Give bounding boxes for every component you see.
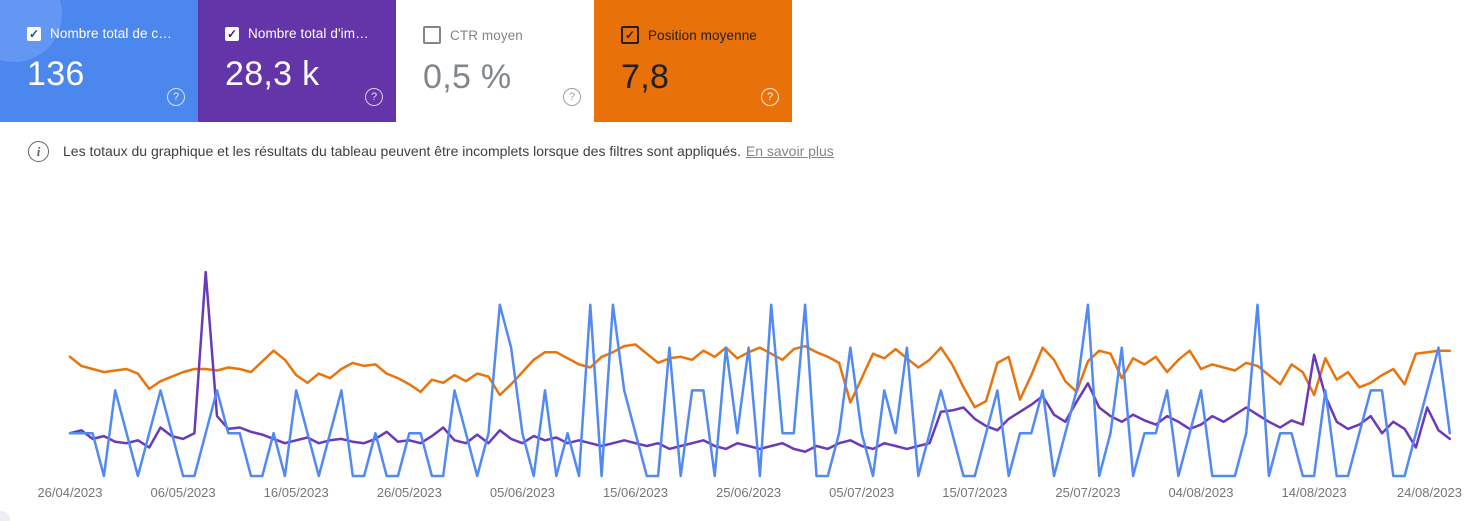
series-line-impressions: [68, 270, 1452, 453]
help-icon[interactable]: ?: [761, 88, 779, 106]
x-axis-label: 05/07/2023: [829, 485, 894, 500]
x-axis-label: 16/05/2023: [264, 485, 329, 500]
position-card-value: 7,8: [621, 58, 670, 96]
x-axis-label: 06/05/2023: [151, 485, 216, 500]
x-axis-label: 15/06/2023: [603, 485, 668, 500]
metric-cards: ✓ Nombre total de c… 136 ? ✓ Nombre tota…: [0, 0, 792, 122]
info-icon: i: [28, 141, 49, 162]
clicks-card-label: Nombre total de c…: [50, 26, 172, 41]
x-axis-label: 25/06/2023: [716, 485, 781, 500]
help-icon[interactable]: ?: [563, 88, 581, 106]
position-card-label: Position moyenne: [648, 27, 757, 43]
card-average-position[interactable]: ✓ Position moyenne 7,8 ?: [594, 0, 792, 122]
position-checkbox[interactable]: ✓: [621, 26, 639, 44]
impressions-checkbox[interactable]: ✓: [225, 26, 239, 41]
x-axis-label: 26/04/2023: [37, 485, 102, 500]
help-icon[interactable]: ?: [167, 88, 185, 106]
card-total-clicks[interactable]: ✓ Nombre total de c… 136 ?: [0, 0, 198, 122]
learn-more-link[interactable]: En savoir plus: [745, 142, 834, 159]
series-line-position: [68, 343, 1452, 409]
x-axis-label: 05/06/2023: [490, 485, 555, 500]
help-icon[interactable]: ?: [365, 88, 383, 106]
performance-chart[interactable]: 26/04/2023 06/05/2023 16/05/2023 26/05/2023…: [0, 250, 1467, 521]
ctr-card-label: CTR moyen: [450, 27, 523, 43]
x-axis-label: 04/08/2023: [1168, 485, 1233, 500]
series-line-clicks: [68, 303, 1452, 478]
info-banner-text: Les totaux du graphique et les résultats…: [63, 142, 741, 159]
x-axis-label: 14/08/2023: [1282, 485, 1347, 500]
x-axis-label: 26/05/2023: [377, 485, 442, 500]
card-average-ctr[interactable]: CTR moyen 0,5 % ?: [396, 0, 594, 122]
x-axis-label: 15/07/2023: [942, 485, 1007, 500]
performance-chart-svg[interactable]: 26/04/2023 06/05/2023 16/05/2023 26/05/2023…: [0, 250, 1467, 521]
clicks-checkbox[interactable]: ✓: [27, 26, 41, 41]
page-corner-decoration: [0, 511, 10, 521]
x-axis-label: 24/08/2023: [1397, 485, 1462, 500]
x-axis-label: 25/07/2023: [1055, 485, 1120, 500]
ctr-card-value: 0,5 %: [423, 58, 512, 96]
impressions-card-value: 28,3 k: [225, 55, 320, 93]
impressions-card-label: Nombre total d'im…: [248, 26, 369, 41]
ctr-checkbox[interactable]: [423, 26, 441, 44]
card-total-impressions[interactable]: ✓ Nombre total d'im… 28,3 k ?: [198, 0, 396, 122]
info-banner: i Les totaux du graphique et les résulta…: [28, 141, 834, 162]
